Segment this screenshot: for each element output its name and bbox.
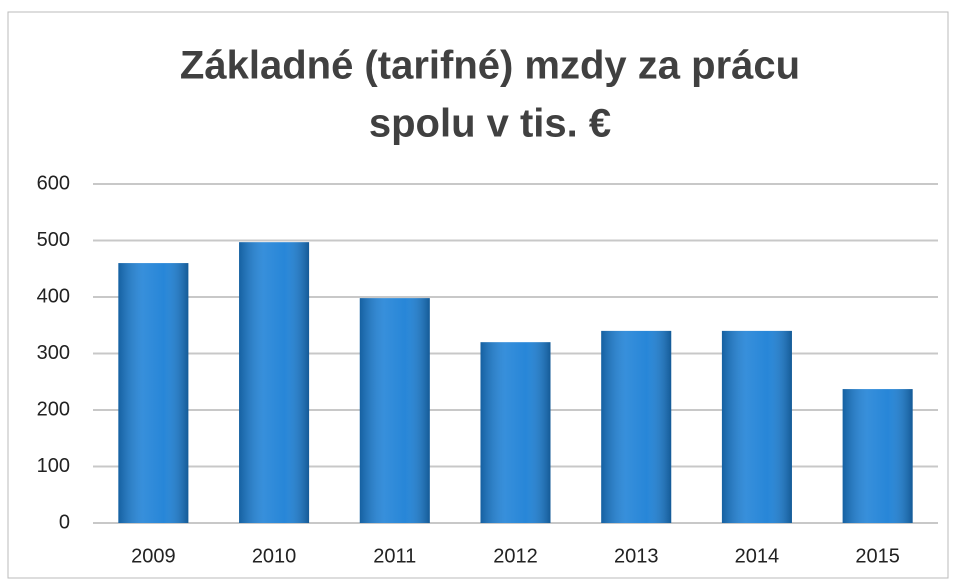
x-tick-label: 2012 [493, 545, 538, 567]
x-tick-label: 2013 [614, 545, 659, 567]
y-tick-label: 400 [37, 285, 70, 307]
bar-shade [118, 263, 189, 523]
y-tick-label: 200 [37, 398, 70, 420]
chart-title: spolu v tis. € [369, 102, 611, 146]
bar-shade [480, 342, 551, 523]
chart-title: Základné (tarifné) mzdy za prácu [180, 44, 800, 88]
y-tick-label: 100 [37, 455, 70, 477]
bar-shade [359, 298, 430, 523]
y-tick-label: 500 [37, 229, 70, 251]
bar-shade [239, 242, 310, 523]
x-tick-label: 2015 [855, 545, 900, 567]
x-tick-label: 2010 [252, 545, 297, 567]
x-tick-label: 2009 [131, 545, 176, 567]
x-tick-label: 2014 [735, 545, 780, 567]
y-tick-label: 600 [37, 172, 70, 194]
chart-frame [7, 11, 949, 579]
y-tick-label: 0 [59, 511, 70, 533]
bar-shade [601, 330, 672, 523]
x-tick-label: 2011 [373, 545, 416, 567]
bar-shade [721, 330, 792, 523]
bar-shade [842, 389, 913, 523]
y-tick-label: 300 [37, 342, 70, 364]
